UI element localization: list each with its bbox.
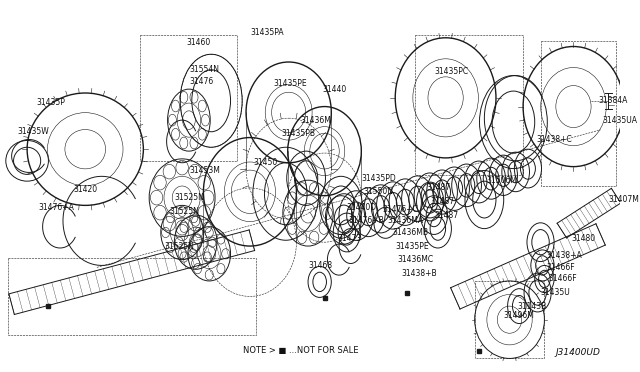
- Text: 31436MC: 31436MC: [397, 255, 433, 264]
- Text: 31487: 31487: [426, 183, 451, 192]
- Text: 31440D: 31440D: [347, 203, 377, 212]
- Text: 31407M: 31407M: [609, 195, 639, 204]
- Text: 31554N: 31554N: [190, 65, 220, 74]
- Text: 31487: 31487: [434, 211, 458, 219]
- Text: 31453M: 31453M: [190, 166, 221, 175]
- Text: 31438+C: 31438+C: [537, 135, 572, 144]
- Text: 31436MA: 31436MA: [387, 217, 424, 225]
- Text: 31476+B: 31476+B: [349, 217, 385, 225]
- Text: 31435PC: 31435PC: [434, 67, 468, 76]
- Text: 31440: 31440: [323, 85, 347, 94]
- Text: 31525N: 31525N: [174, 193, 204, 202]
- Text: 31525N: 31525N: [164, 241, 195, 251]
- Text: 31435UA: 31435UA: [602, 116, 637, 125]
- Text: 31468: 31468: [308, 261, 332, 270]
- Text: 31460: 31460: [186, 38, 210, 47]
- Text: 31476+C: 31476+C: [383, 205, 419, 214]
- Text: 31550N: 31550N: [364, 187, 393, 196]
- Text: 31435PA: 31435PA: [250, 28, 284, 38]
- Text: 31436MB: 31436MB: [392, 228, 428, 237]
- Text: 31496M: 31496M: [504, 311, 534, 320]
- Text: 31435PD: 31435PD: [362, 174, 396, 183]
- Text: 31435P: 31435P: [37, 98, 66, 107]
- Text: 31436M: 31436M: [300, 116, 331, 125]
- Text: 31143B: 31143B: [517, 302, 547, 311]
- Text: 31438+B: 31438+B: [401, 269, 436, 278]
- Text: 31435PB: 31435PB: [281, 129, 315, 138]
- Text: J31400UD: J31400UD: [556, 348, 600, 357]
- Text: 31476: 31476: [190, 77, 214, 86]
- Text: 31384A: 31384A: [598, 96, 628, 105]
- Text: 31466F: 31466F: [548, 275, 577, 283]
- Text: 31435PE: 31435PE: [396, 241, 429, 251]
- Bar: [415, 35, 523, 175]
- Text: 31435W: 31435W: [17, 127, 49, 136]
- Text: 31450: 31450: [254, 158, 278, 167]
- Bar: [140, 35, 237, 161]
- Text: 31476+A: 31476+A: [39, 203, 75, 212]
- Text: 31506M: 31506M: [486, 176, 517, 185]
- Text: 31487: 31487: [430, 197, 454, 206]
- Bar: [541, 41, 616, 186]
- Bar: [475, 281, 545, 359]
- Text: 31466F: 31466F: [547, 263, 575, 272]
- Text: 31480: 31480: [572, 234, 596, 243]
- Text: 31473: 31473: [337, 234, 362, 243]
- Text: 31435PE: 31435PE: [273, 79, 307, 88]
- Bar: [8, 258, 256, 335]
- Text: 31525N: 31525N: [170, 207, 200, 216]
- Text: 31420: 31420: [74, 185, 98, 195]
- Text: NOTE > ■ ...NOT FOR SALE: NOTE > ■ ...NOT FOR SALE: [243, 346, 358, 355]
- Text: 31435U: 31435U: [541, 288, 570, 297]
- Text: 31438+A: 31438+A: [547, 251, 582, 260]
